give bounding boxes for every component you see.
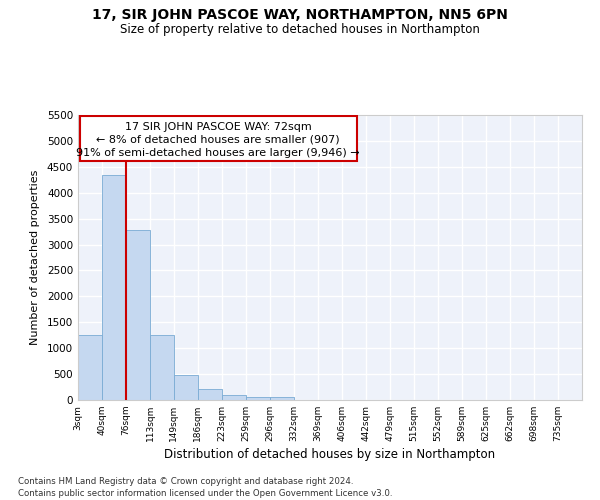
Bar <box>126 230 150 400</box>
Text: 91% of semi-detached houses are larger (9,946) →: 91% of semi-detached houses are larger (… <box>76 148 360 158</box>
X-axis label: Distribution of detached houses by size in Northampton: Distribution of detached houses by size … <box>164 448 496 461</box>
Text: 17, SIR JOHN PASCOE WAY, NORTHAMPTON, NN5 6PN: 17, SIR JOHN PASCOE WAY, NORTHAMPTON, NN… <box>92 8 508 22</box>
Bar <box>270 397 293 400</box>
Bar <box>173 374 198 400</box>
FancyBboxPatch shape <box>80 116 356 160</box>
Bar <box>150 334 173 400</box>
Text: ← 8% of detached houses are smaller (907): ← 8% of detached houses are smaller (907… <box>97 135 340 145</box>
Bar <box>222 395 246 400</box>
Bar <box>78 335 102 400</box>
Text: 17 SIR JOHN PASCOE WAY: 72sqm: 17 SIR JOHN PASCOE WAY: 72sqm <box>125 122 311 132</box>
Bar <box>102 174 126 400</box>
Text: Contains public sector information licensed under the Open Government Licence v3: Contains public sector information licen… <box>18 489 392 498</box>
Text: Size of property relative to detached houses in Northampton: Size of property relative to detached ho… <box>120 22 480 36</box>
Text: Contains HM Land Registry data © Crown copyright and database right 2024.: Contains HM Land Registry data © Crown c… <box>18 478 353 486</box>
Bar <box>198 388 222 400</box>
Bar <box>246 396 270 400</box>
Y-axis label: Number of detached properties: Number of detached properties <box>30 170 40 345</box>
